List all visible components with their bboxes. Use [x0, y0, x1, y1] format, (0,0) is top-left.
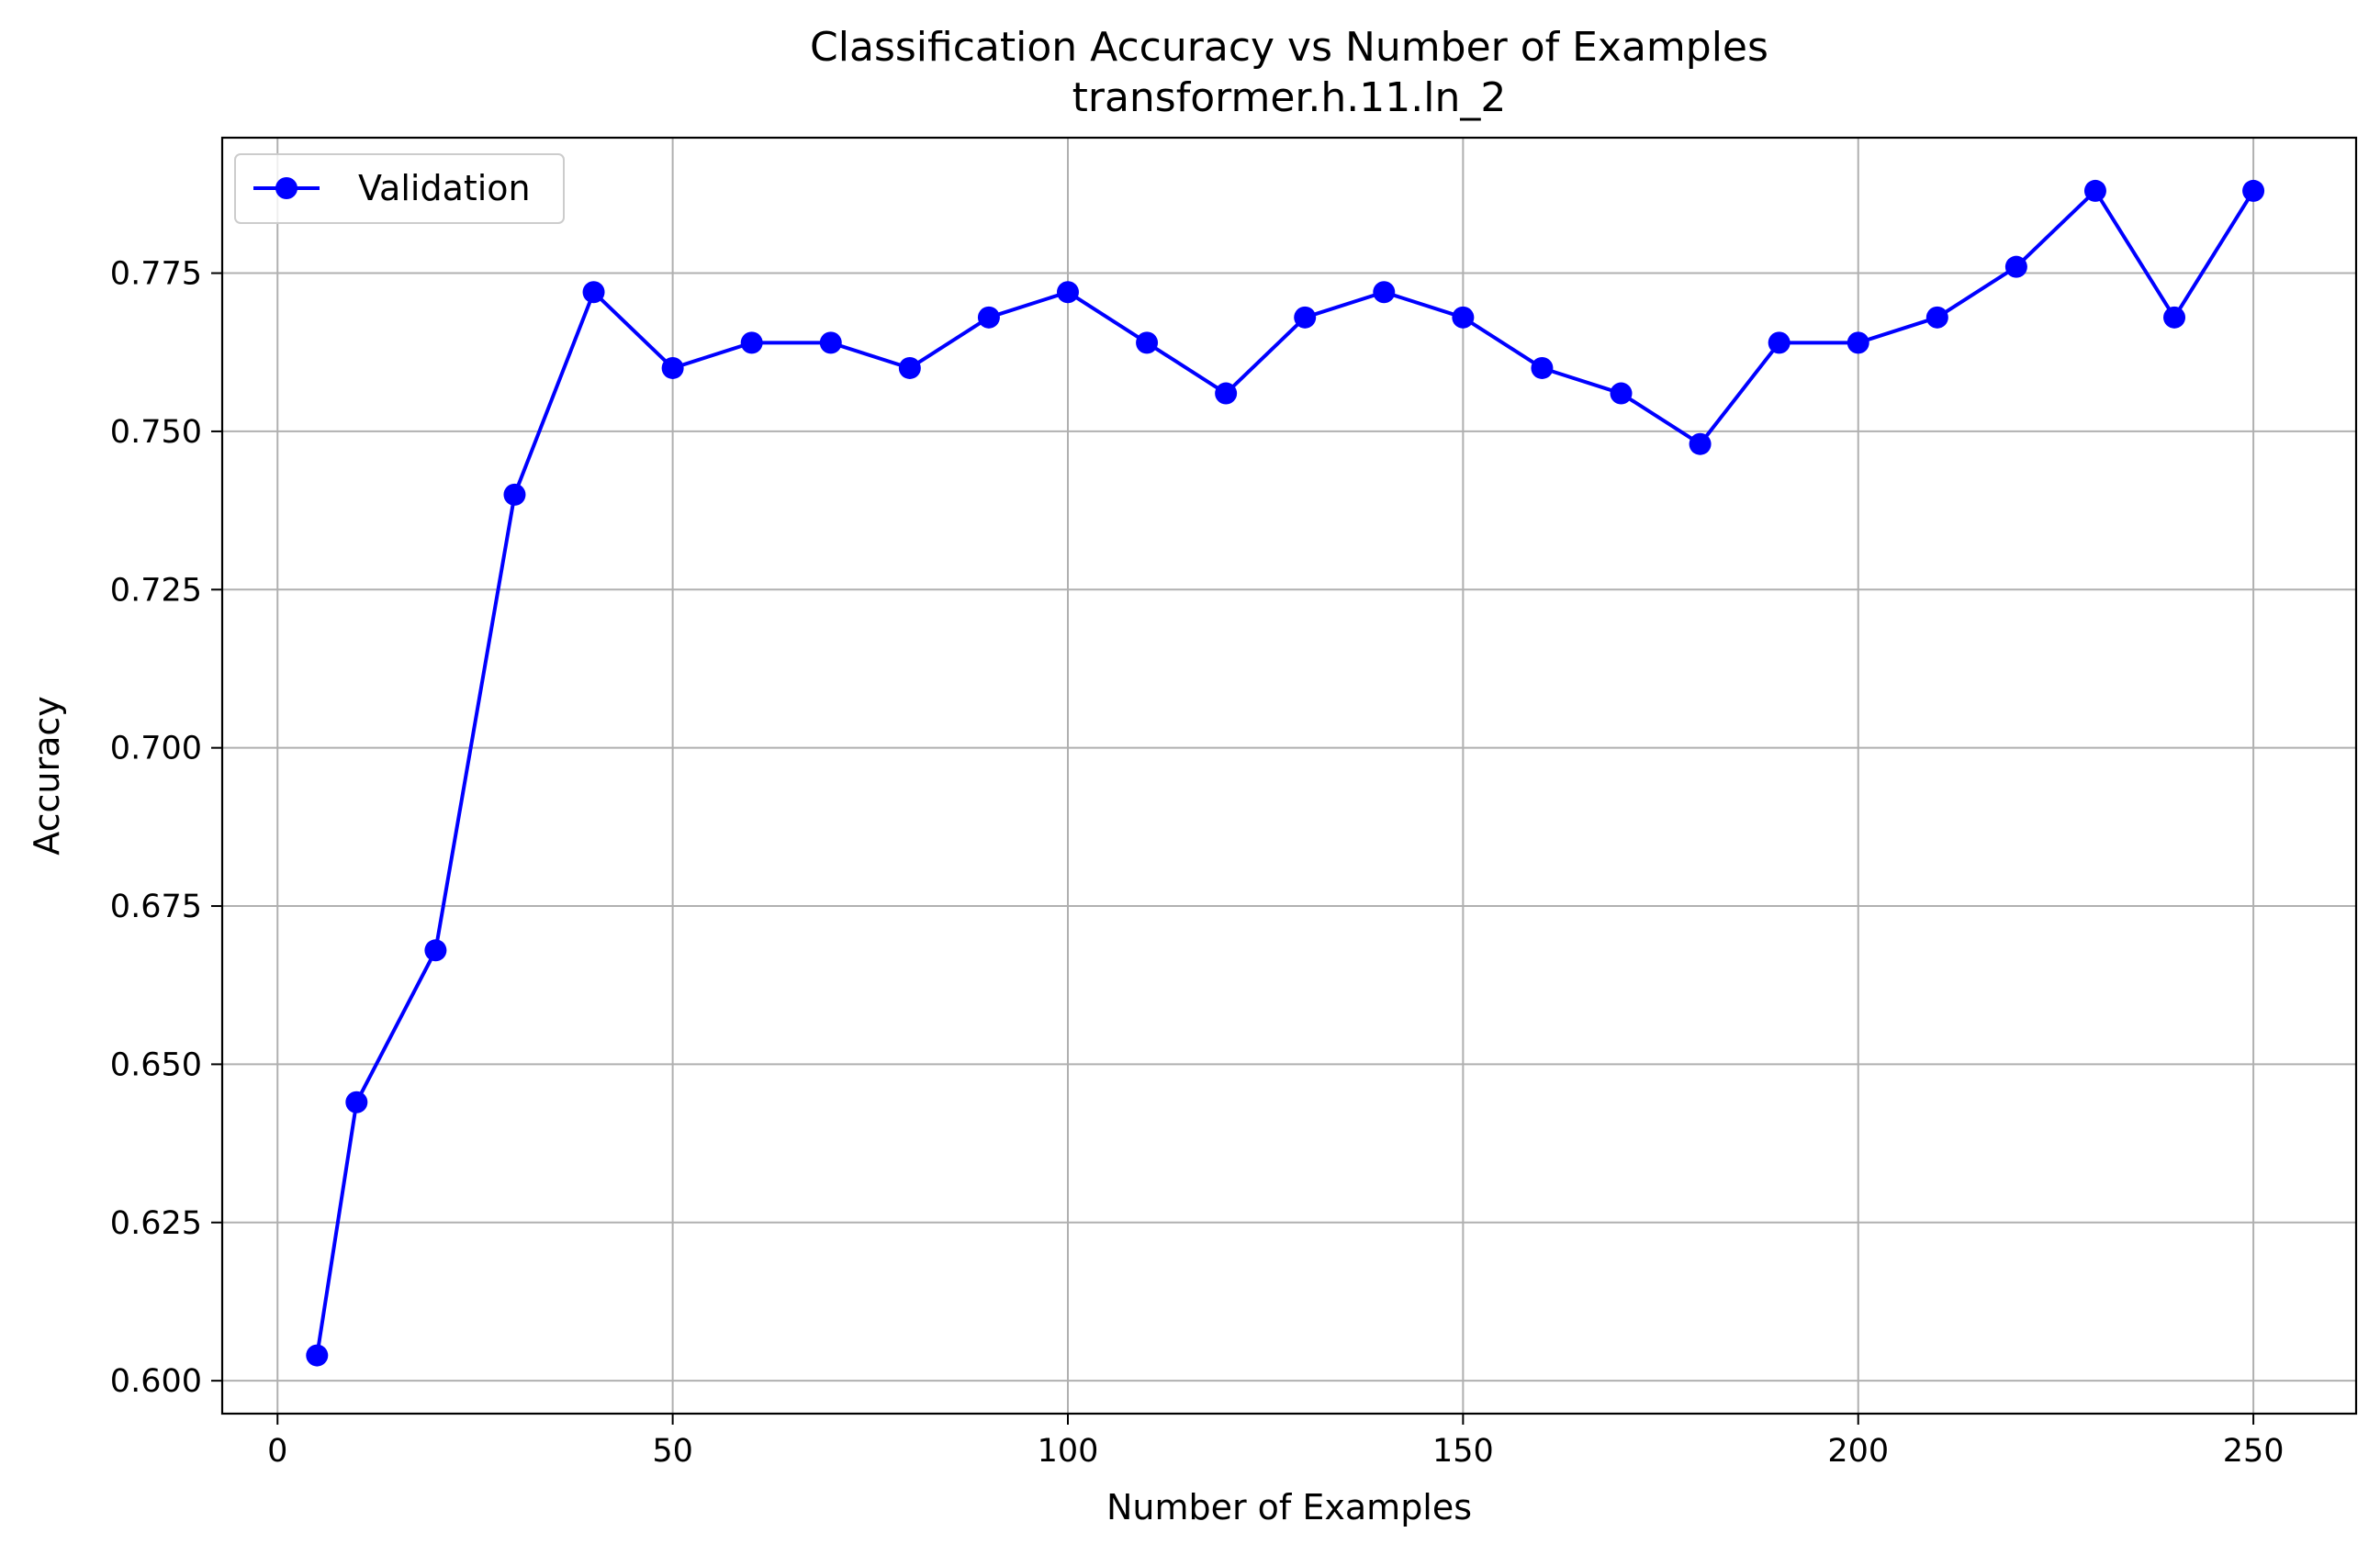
data-point: [1056, 281, 1079, 304]
data-point: [2083, 179, 2106, 202]
data-point: [306, 1344, 329, 1367]
data-point: [898, 356, 921, 379]
legend-marker: [275, 177, 298, 199]
data-point: [345, 1091, 368, 1113]
y-tick-label: 0.700: [110, 731, 202, 767]
ticks: 0 50 100 150 200 250 0.600 0.625 0.650 0.675 0.700…: [110, 256, 2285, 1470]
data-point: [1689, 432, 1712, 455]
y-tick-label: 0.675: [110, 889, 202, 925]
x-tick-label: 50: [652, 1433, 693, 1470]
x-tick-label: 100: [1038, 1433, 1099, 1470]
data-point: [2242, 179, 2265, 202]
chart-subtitle: transformer.h.11.ln_2: [1072, 74, 1507, 121]
data-point: [1373, 281, 1396, 304]
y-tick-label: 0.725: [110, 572, 202, 609]
data-point: [1136, 331, 1159, 354]
data-point: [424, 939, 447, 962]
data-point: [819, 331, 842, 354]
data-point: [740, 331, 763, 354]
y-tick-label: 0.750: [110, 414, 202, 451]
y-tick-label: 0.600: [110, 1363, 202, 1400]
x-tick-label: 0: [267, 1433, 287, 1470]
y-axis-label: Accuracy: [27, 696, 67, 856]
data-point: [1847, 331, 1869, 354]
x-tick-label: 250: [2223, 1433, 2285, 1470]
data-point: [2004, 255, 2027, 278]
grid: [222, 138, 2356, 1414]
data-point: [1531, 356, 1554, 379]
data-point: [503, 483, 526, 506]
y-tick-label: 0.625: [110, 1205, 202, 1242]
x-axis-label: Number of Examples: [1106, 1487, 1472, 1527]
series-layer: [306, 179, 2265, 1367]
data-point: [1610, 382, 1633, 405]
plot-frame: [220, 136, 2358, 1415]
y-tick-label: 0.775: [110, 256, 202, 293]
x-tick-label: 150: [1432, 1433, 1494, 1470]
chart-title: Classification Accuracy vs Number of Exa…: [810, 24, 1768, 71]
legend-label-validation: Validation: [358, 168, 531, 208]
data-point: [2163, 306, 2186, 329]
data-point: [977, 306, 1000, 329]
data-point: [582, 281, 605, 304]
data-point: [661, 356, 684, 379]
series-line-validation: [315, 188, 2255, 1356]
x-tick-label: 200: [1827, 1433, 1889, 1470]
data-point: [1768, 331, 1791, 354]
data-point: [1294, 306, 1317, 329]
legend-box: [234, 153, 565, 224]
data-point: [1925, 306, 1948, 329]
legend: Validation: [234, 153, 565, 224]
data-point: [1452, 306, 1475, 329]
y-tick-label: 0.650: [110, 1046, 202, 1083]
data-point: [1215, 382, 1238, 405]
